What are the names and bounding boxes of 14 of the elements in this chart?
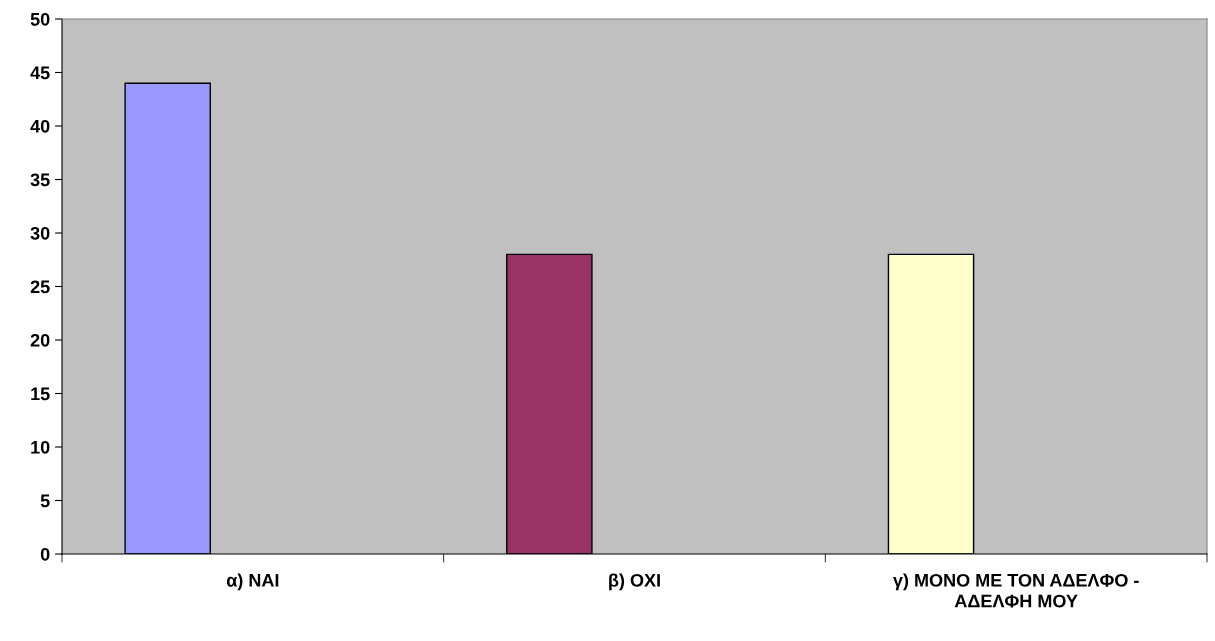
x-tick-label: γ) ΜΟΝΟ ΜΕ ΤΟΝ ΑΔΕΛΦΟ - ΑΔΕΛΦΗ ΜΟΥ	[893, 573, 1139, 608]
y-tick-label: 0	[40, 547, 50, 561]
y-tick-label: 15	[31, 387, 50, 401]
y-tick-label: 30	[30, 226, 50, 240]
y-tick-label: 35	[30, 173, 50, 187]
y-tick-label: 20	[30, 333, 50, 347]
y-tick-label: 50	[30, 12, 50, 26]
x-tick-label: β) ΟΧΙ	[609, 573, 660, 591]
x-tick-label: α) ΝΑΙ	[226, 573, 279, 591]
y-tick-label: 40	[30, 119, 50, 133]
y-tick-label: 45	[30, 66, 50, 80]
y-tick-label: 25	[30, 280, 50, 294]
y-tick-label: 5	[40, 494, 50, 508]
y-tick-label: 10	[31, 440, 50, 454]
